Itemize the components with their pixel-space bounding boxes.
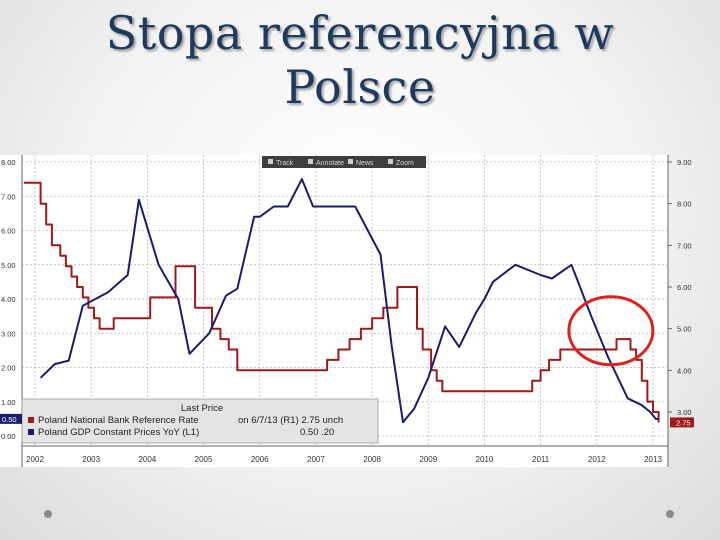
corner-dot-left (44, 510, 52, 518)
slide-title: Stopa referencyjna w Polsce (60, 6, 660, 114)
left-tick-label: 7.00 (1, 192, 16, 201)
axis-label-layer: 2002 2003 2004 2005 2006 2007 2008 2009 2010 2011… (0, 158, 694, 464)
pencil-icon (308, 159, 313, 164)
right-last-value-badge (670, 417, 694, 428)
legend-swatch-rate (28, 417, 34, 423)
x-tick-label: 2007 (307, 455, 325, 464)
legend-rate-detail: on 6/7/13 (R1) 2.75 unch (238, 415, 343, 426)
x-tick-label: 2009 (419, 455, 437, 464)
right-tick-label: 7.00 (677, 241, 692, 250)
left-tick-label: 2.00 (1, 364, 16, 373)
chart-toolbar: Track Annotate News Zoom (262, 156, 426, 168)
left-tick-label: 6.00 (1, 227, 16, 236)
x-tick-label: 2002 (26, 455, 44, 464)
chart-toolbar-items: Track Annotate News Zoom (268, 159, 414, 167)
x-tick-label: 2010 (476, 455, 494, 464)
right-tick-label: 6.00 (677, 283, 692, 292)
track-icon (268, 159, 273, 164)
left-tick-label: 0.00 (1, 432, 16, 441)
x-tick-label: 2011 (532, 455, 550, 464)
legend-rate-name: Poland National Bank Reference Rate (38, 415, 199, 426)
right-last-value-label: 2.75 (676, 418, 691, 427)
toolbar-item: Track (268, 159, 294, 167)
annotation-layer (567, 295, 655, 367)
toolbar-item: News (348, 159, 374, 167)
right-tick-label: 8.00 (677, 200, 692, 209)
right-tick-label: 5.00 (677, 325, 692, 334)
left-tick-label: 4.00 (1, 295, 16, 304)
left-tick-label: 8.00 (1, 158, 16, 167)
chart-svg: Track Annotate News Zoom Last Price Poland … (0, 155, 694, 467)
x-tick-label: 2008 (363, 455, 381, 464)
right-tick-label: 4.00 (677, 366, 692, 375)
left-last-value-badge (0, 413, 22, 424)
series-line-reference-rate (23, 181, 660, 423)
legend-swatch-gdp (28, 429, 34, 435)
x-tick-label: 2006 (251, 455, 269, 464)
legend-background (21, 398, 379, 444)
left-last-value-label: 0.50 (2, 415, 17, 424)
left-tick-label: 3.00 (1, 329, 16, 338)
legend-header: Last Price (181, 403, 223, 414)
x-tick-label: 2004 (138, 455, 156, 464)
legend: Last Price Poland National Bank Referenc… (21, 398, 379, 444)
slide-title-line-2: Polsce (284, 60, 436, 114)
highlight-circle (567, 295, 655, 367)
legend-gdp-name: Poland GDP Constant Prices YoY (L1) (38, 427, 199, 438)
left-tick-label: 5.00 (1, 261, 16, 270)
news-icon (348, 159, 353, 164)
series-layer (23, 178, 660, 424)
toolbar-item-label: Track (276, 160, 294, 167)
x-tick-label: 2012 (588, 455, 606, 464)
toolbar-item-label: Annotate (316, 160, 344, 167)
legend-gdp-detail: 0.50 .20 (300, 427, 334, 438)
right-tick-label: 9.00 (677, 158, 692, 167)
toolbar-item: Zoom (388, 159, 414, 167)
left-axis-strip (0, 155, 22, 467)
toolbar-item-label: News (356, 160, 374, 167)
right-tick-label: 3.00 (677, 408, 692, 417)
series-line-gdp (39, 178, 659, 424)
x-tick-label: 2003 (82, 455, 100, 464)
corner-dot-right (666, 510, 674, 518)
chart-frame: Track Annotate News Zoom Last Price Poland … (0, 155, 720, 467)
slide-title-line-1: Stopa referencyjna w (105, 6, 615, 60)
zoom-icon (388, 159, 393, 164)
toolbar-item: Annotate (308, 159, 344, 167)
left-tick-label: 1.00 (1, 398, 16, 407)
toolbar-item-label: Zoom (396, 160, 414, 167)
x-tick-label: 2005 (195, 455, 213, 464)
x-tick-label: 2013 (644, 455, 662, 464)
chart-toolbar-background (262, 156, 426, 168)
